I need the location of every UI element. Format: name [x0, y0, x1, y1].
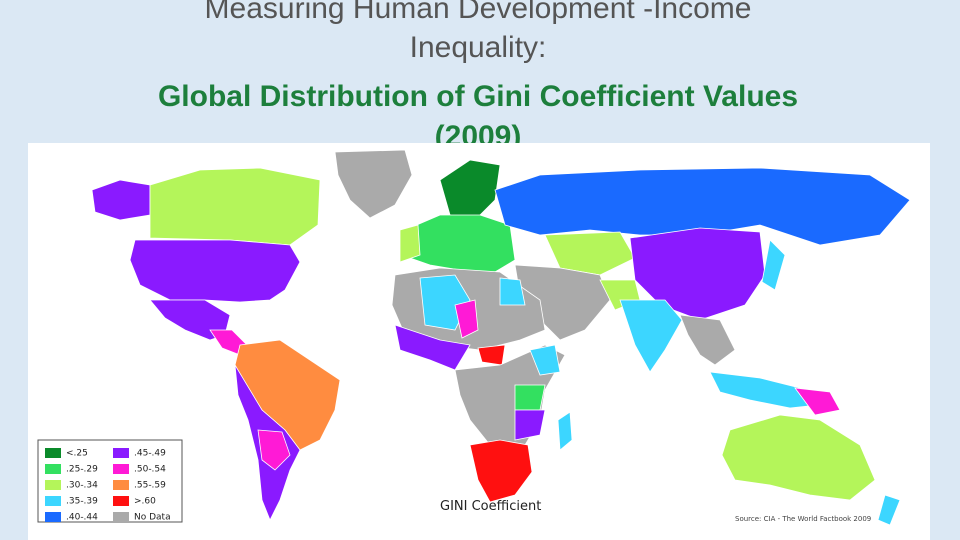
legend-swatch	[45, 480, 61, 490]
southeast-asia	[679, 314, 736, 366]
legend-swatch	[113, 448, 129, 458]
tanzania	[514, 384, 546, 411]
legend-label: .55-.59	[134, 481, 166, 491]
legend-swatch	[113, 496, 129, 506]
ethiopia	[529, 344, 561, 376]
legend-box	[37, 439, 183, 523]
uk-iberia	[399, 224, 421, 263]
legend-label: .45-.49	[134, 449, 166, 459]
niger	[454, 299, 479, 339]
india	[619, 299, 683, 373]
legend-label: .40-.44	[66, 513, 98, 523]
indonesia	[709, 371, 819, 409]
title-line: Measuring Human Development -Income	[205, 0, 752, 25]
legend: <.25 .25-.29 .30-.34 .35-.39 .40-.44 .45-.49.…	[37, 439, 183, 523]
mozambique	[514, 409, 546, 441]
legend-label: No Data	[134, 513, 171, 523]
greenland	[334, 149, 413, 219]
australia	[721, 414, 876, 501]
legend-label: .30-.34	[66, 481, 98, 491]
canada	[149, 167, 321, 246]
new-zealand	[877, 494, 901, 526]
bolivia	[257, 429, 291, 471]
legend-label: >.60	[134, 497, 156, 507]
legend-swatch	[45, 464, 61, 474]
legend-label: <.25	[66, 449, 88, 459]
subtitle-line: Global Distribution of Gini Coefficient …	[158, 80, 798, 113]
legend-swatch	[45, 448, 61, 458]
car	[477, 344, 506, 366]
legend-swatch	[113, 480, 129, 490]
usa	[129, 239, 301, 303]
legend-swatch	[45, 496, 61, 506]
japan	[761, 239, 786, 291]
legend-swatch	[113, 464, 129, 474]
legend-label: .35-.39	[66, 497, 98, 507]
legend-label: .50-.54	[134, 465, 166, 475]
central-asia	[544, 231, 636, 276]
egypt	[499, 277, 526, 306]
europe	[404, 214, 516, 276]
title-line: Inequality:	[410, 31, 547, 64]
legend-swatch	[45, 512, 61, 522]
legend-title: GINI Coefficient	[440, 499, 541, 514]
papua	[794, 387, 841, 416]
china	[629, 227, 766, 321]
southern-africa	[469, 439, 533, 503]
source-note: Source: CIA - The World Factbook 2009	[735, 515, 871, 523]
legend-label: .25-.29	[66, 465, 98, 475]
madagascar	[557, 411, 573, 451]
legend-swatch	[113, 512, 129, 522]
russia	[494, 167, 911, 246]
